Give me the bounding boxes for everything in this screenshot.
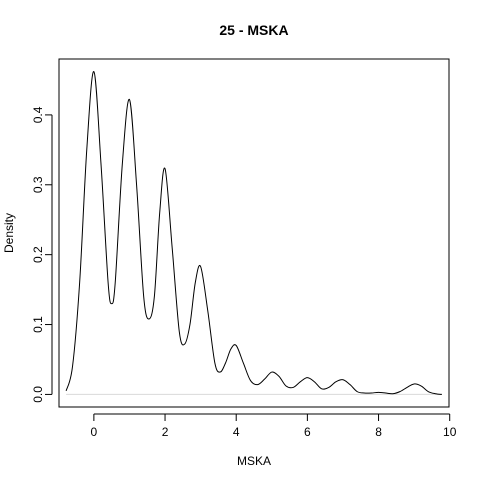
y-tick-label: 0.3	[31, 176, 45, 193]
y-tick-label: 0.4	[31, 106, 45, 123]
x-tick-label: 8	[375, 425, 382, 439]
x-tick-label: 10	[443, 425, 457, 439]
y-tick-label: 0.0	[31, 386, 45, 403]
y-tick-label: 0.2	[31, 246, 45, 263]
plot-frame	[58, 58, 450, 408]
x-tick-label: 2	[162, 425, 169, 439]
chart-title: 25 - MSKA	[219, 22, 288, 38]
x-tick-label: 6	[304, 425, 311, 439]
x-axis-label: MSKA	[237, 454, 271, 468]
y-axis-label: Density	[2, 213, 16, 253]
x-tick-label: 0	[91, 425, 98, 439]
y-tick-label: 0.1	[31, 316, 45, 333]
x-tick-label: 4	[233, 425, 240, 439]
plot-area: 0 2 4 6 8 10 0.0 0.1 0.2 0.3 0.4	[31, 58, 457, 439]
density-series-line	[65, 71, 442, 395]
